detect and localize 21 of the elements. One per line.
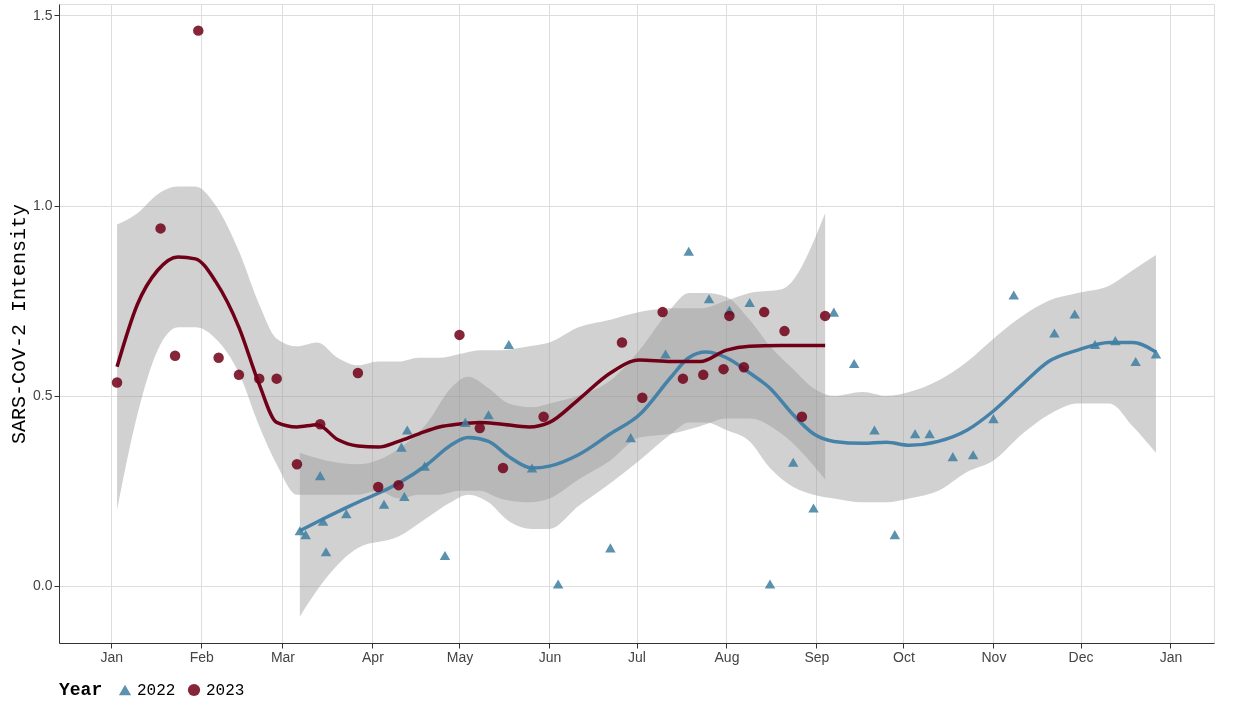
x-tick-label: Oct bbox=[893, 648, 915, 665]
x-tick-label: Feb bbox=[189, 648, 214, 665]
legend-title: Year bbox=[59, 680, 103, 700]
x-tick-label: Apr bbox=[362, 648, 385, 665]
legend-label: 2022 bbox=[137, 682, 176, 700]
x-tick-label: Aug bbox=[714, 648, 740, 665]
x-tick-label: Jun bbox=[538, 648, 562, 665]
x-tick-label: Mar bbox=[270, 648, 296, 665]
y-tick-label: 1.5 bbox=[33, 6, 53, 23]
x-tick-label: Dec bbox=[1068, 648, 1094, 665]
x-tick-label: Jul bbox=[628, 648, 646, 665]
y-axis-title: SARS-CoV-2 Intensity bbox=[8, 203, 32, 445]
x-tick-label: Jan bbox=[100, 648, 124, 665]
legend-label: 2023 bbox=[206, 682, 245, 700]
y-tick-label: 0.5 bbox=[33, 387, 53, 404]
x-tick-label: Nov bbox=[981, 648, 1007, 665]
x-tick-label: Jan bbox=[1159, 648, 1183, 665]
y-tick-label: 1.0 bbox=[33, 197, 53, 214]
x-tick-label: Sep bbox=[804, 648, 830, 665]
x-tick-label: May bbox=[446, 648, 474, 665]
y-tick-label: 0.0 bbox=[33, 577, 53, 594]
